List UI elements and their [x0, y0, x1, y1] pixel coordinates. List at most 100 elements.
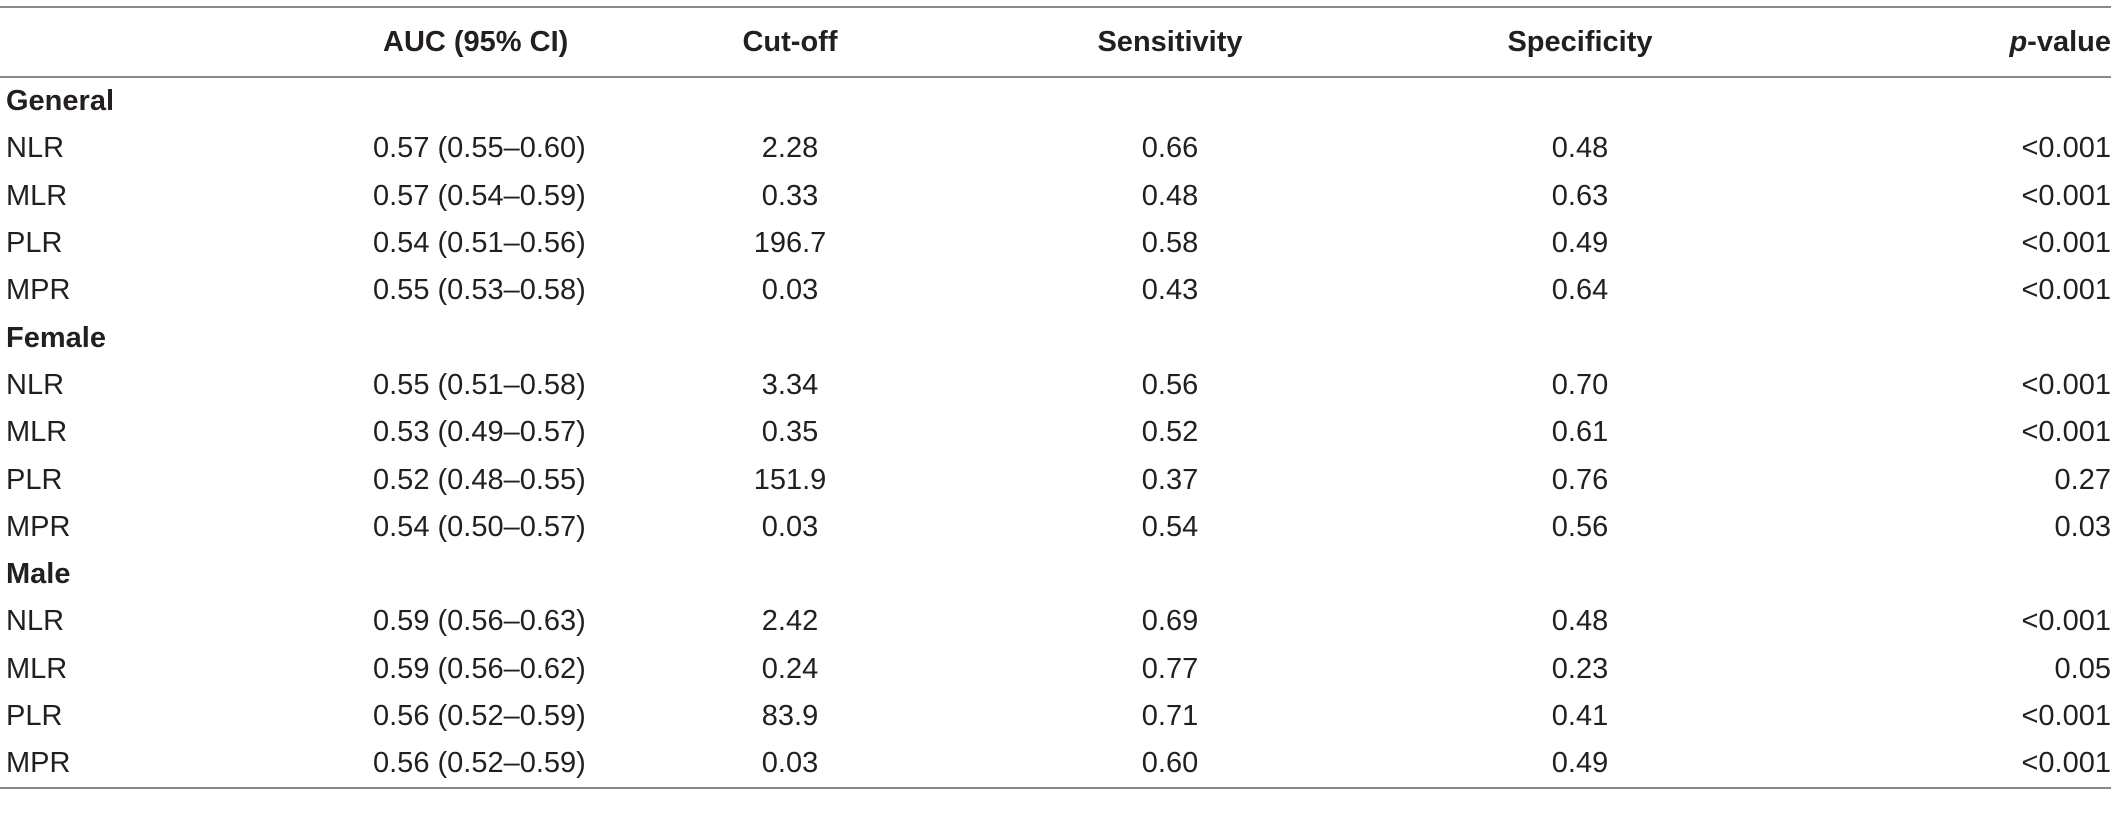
- cutoff-cell: 3.34: [761, 368, 819, 401]
- table-body: General NLR 0.57 (0.55–0.60) 2.28 0.66 0.48 <0…: [0, 77, 2111, 790]
- auc-cell: 0.54 (0.50–0.57): [373, 510, 586, 543]
- auc-cell: 0.57 (0.54–0.59): [373, 179, 586, 212]
- metric-cell: NLR: [6, 132, 65, 165]
- table-row: MPR 0.55 (0.53–0.58) 0.03 0.43 0.64 <0.001: [0, 267, 2111, 314]
- table-row: PLR 0.52 (0.48–0.55) 151.9 0.37 0.76 0.27: [0, 456, 2111, 503]
- auc-cell: 0.59 (0.56–0.63): [373, 605, 586, 638]
- metric-cell: MLR: [6, 416, 68, 449]
- p-value-cell: <0.001: [2021, 368, 2111, 401]
- group-label: General: [6, 85, 114, 118]
- specificity-cell: 0.56: [1551, 510, 1609, 543]
- p-value-cell: <0.001: [2021, 605, 2111, 638]
- sensitivity-cell: 0.60: [960, 740, 1380, 790]
- p-value-cell: <0.001: [2021, 700, 2111, 732]
- sensitivity-cell: 0.66: [1141, 132, 1199, 165]
- table-row: MPR 0.56 (0.52–0.59) 0.03 0.60 0.49 <0.001: [0, 740, 2111, 790]
- sensitivity-cell: 0.48: [1141, 179, 1199, 212]
- results-table-container: AUC (95% CI) Cut-off Sensitivity Specifi…: [0, 6, 2111, 790]
- auc-cell: 0.56 (0.52–0.59): [300, 740, 620, 790]
- cutoff-cell: 196.7: [753, 227, 827, 260]
- specificity-cell: 0.48: [1551, 132, 1609, 165]
- auc-cell: 0.56 (0.52–0.59): [373, 700, 586, 732]
- table-row: MPR 0.54 (0.50–0.57) 0.03 0.54 0.56 0.03: [0, 504, 2111, 551]
- sensitivity-cell: 0.37: [1141, 463, 1199, 496]
- table-row: MLR 0.57 (0.54–0.59) 0.33 0.48 0.63 <0.001: [0, 173, 2111, 220]
- specificity-cell: 0.49: [1380, 740, 1780, 790]
- cutoff-cell: 0.03: [620, 740, 960, 790]
- cutoff-cell: 0.03: [761, 274, 819, 307]
- sensitivity-cell: 0.43: [1141, 274, 1199, 307]
- cutoff-cell: 0.33: [761, 179, 819, 212]
- specificity-cell: 0.61: [1551, 416, 1609, 449]
- group-label: Female: [6, 321, 106, 354]
- sensitivity-cell: 0.56: [1141, 368, 1199, 401]
- p-value-cell: <0.001: [2021, 132, 2111, 165]
- header-metric: [0, 6, 300, 78]
- metric-cell: PLR: [6, 463, 63, 496]
- header-auc: AUC (95% CI): [300, 6, 620, 78]
- specificity-cell: 0.64: [1551, 274, 1609, 307]
- sensitivity-cell: 0.77: [1141, 652, 1199, 685]
- metric-cell: MPR: [0, 740, 300, 790]
- sensitivity-cell: 0.71: [1141, 700, 1199, 732]
- header-p-prefix: p: [2009, 25, 2028, 58]
- group-header-row: General: [0, 77, 2111, 125]
- auc-cell: 0.55 (0.51–0.58): [373, 368, 586, 401]
- cutoff-cell: 2.28: [761, 132, 819, 165]
- header-row: AUC (95% CI) Cut-off Sensitivity Specifi…: [0, 6, 2111, 78]
- header-cutoff: Cut-off: [620, 6, 960, 78]
- p-value-cell: 0.27: [2054, 463, 2111, 496]
- table-row: PLR 0.56 (0.52–0.59) 83.9 0.71 0.41 <0.001: [0, 693, 2111, 740]
- metric-cell: PLR: [6, 227, 63, 260]
- specificity-cell: 0.63: [1551, 179, 1609, 212]
- cutoff-cell: 0.24: [761, 652, 819, 685]
- metric-cell: PLR: [6, 700, 63, 732]
- auc-cell: 0.55 (0.53–0.58): [373, 274, 586, 307]
- specificity-cell: 0.48: [1551, 605, 1609, 638]
- sensitivity-cell: 0.52: [1141, 416, 1199, 449]
- specificity-cell: 0.49: [1551, 227, 1609, 260]
- cutoff-cell: 2.42: [761, 605, 819, 638]
- group-label: Male: [6, 558, 71, 591]
- p-value-cell: <0.001: [1780, 740, 2111, 790]
- header-specificity: Specificity: [1380, 6, 1780, 78]
- p-value-cell: <0.001: [2021, 274, 2111, 307]
- p-value-cell: <0.001: [2021, 179, 2111, 212]
- cutoff-cell: 151.9: [753, 463, 827, 496]
- auc-cell: 0.57 (0.55–0.60): [373, 132, 586, 165]
- metric-cell: NLR: [6, 605, 65, 638]
- group-header-row: Male: [0, 551, 2111, 598]
- p-value-cell: <0.001: [2021, 227, 2111, 260]
- metric-cell: MLR: [6, 652, 68, 685]
- p-value-cell: <0.001: [2021, 416, 2111, 449]
- auc-cell: 0.53 (0.49–0.57): [373, 416, 586, 449]
- header-p-suffix: -value: [2027, 25, 2111, 58]
- table-row: PLR 0.54 (0.51–0.56) 196.7 0.58 0.49 <0.001: [0, 220, 2111, 267]
- auc-cell: 0.59 (0.56–0.62): [373, 652, 586, 685]
- metric-cell: MLR: [6, 179, 68, 212]
- header-sensitivity: Sensitivity: [960, 6, 1380, 78]
- cutoff-cell: 0.03: [761, 510, 819, 543]
- table-header: AUC (95% CI) Cut-off Sensitivity Specifi…: [0, 6, 2111, 78]
- table-row: NLR 0.55 (0.51–0.58) 3.34 0.56 0.70 <0.001: [0, 362, 2111, 409]
- header-p-value: p-value: [1780, 6, 2111, 78]
- cutoff-cell: 0.35: [761, 416, 819, 449]
- auc-cell: 0.52 (0.48–0.55): [373, 463, 586, 496]
- table-row: MLR 0.53 (0.49–0.57) 0.35 0.52 0.61 <0.001: [0, 409, 2111, 456]
- metric-cell: MPR: [6, 274, 71, 307]
- table-row: MLR 0.59 (0.56–0.62) 0.24 0.77 0.23 0.05: [0, 646, 2111, 693]
- sensitivity-cell: 0.69: [1141, 605, 1199, 638]
- specificity-cell: 0.70: [1551, 368, 1609, 401]
- specificity-cell: 0.76: [1551, 463, 1609, 496]
- sensitivity-cell: 0.58: [1141, 227, 1199, 260]
- sensitivity-cell: 0.54: [1141, 510, 1199, 543]
- p-value-cell: 0.03: [2054, 510, 2111, 543]
- auc-results-table: AUC (95% CI) Cut-off Sensitivity Specifi…: [0, 6, 2111, 790]
- table-row: NLR 0.59 (0.56–0.63) 2.42 0.69 0.48 <0.001: [0, 598, 2111, 645]
- cutoff-cell: 83.9: [761, 700, 819, 732]
- table-row: NLR 0.57 (0.55–0.60) 2.28 0.66 0.48 <0.001: [0, 125, 2111, 172]
- group-header-row: Female: [0, 314, 2111, 361]
- specificity-cell: 0.41: [1551, 700, 1609, 732]
- specificity-cell: 0.23: [1551, 652, 1609, 685]
- metric-cell: MPR: [6, 510, 71, 543]
